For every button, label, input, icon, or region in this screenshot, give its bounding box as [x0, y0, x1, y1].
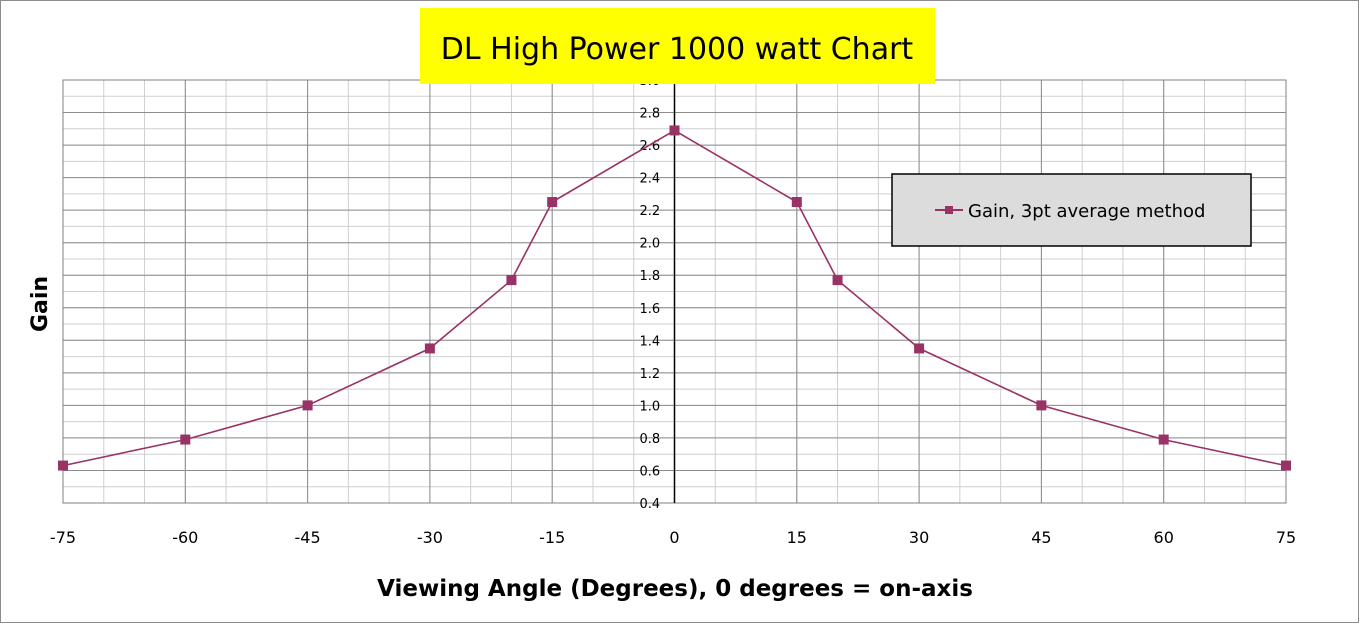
data-point-marker — [914, 343, 925, 354]
x-axis-label: Viewing Angle (Degrees), 0 degrees = on-… — [377, 576, 973, 602]
x-tick-label: -15 — [539, 528, 565, 547]
x-tick-label: 60 — [1154, 528, 1174, 547]
x-tick-label: -45 — [295, 528, 321, 547]
y-tick-label: 0.8 — [640, 432, 661, 447]
data-point-marker — [424, 343, 435, 354]
series-layer — [58, 125, 1291, 471]
x-tick-label: 0 — [669, 528, 679, 547]
y-tick-label: 0.4 — [640, 497, 661, 512]
y-tick-label: 1.8 — [640, 269, 661, 284]
y-tick-label: 2.0 — [640, 237, 661, 252]
legend: Gain, 3pt average method — [891, 173, 1252, 247]
x-tick-label: 30 — [909, 528, 929, 547]
chart-title-background — [420, 8, 935, 84]
y-tick-label: 2.2 — [640, 204, 661, 219]
x-axis-tick-labels: -75 -60 -45 -30 -15 0 15 30 45 60 75 — [50, 528, 1296, 547]
legend-label: Gain, 3pt average method — [968, 201, 1205, 222]
data-point-marker — [58, 460, 68, 471]
x-tick-label: -30 — [417, 528, 443, 547]
data-point-marker — [669, 125, 680, 136]
x-tick-label: 45 — [1031, 528, 1051, 547]
data-point-marker — [180, 434, 191, 445]
legend-marker-swatch — [945, 206, 953, 214]
y-axis-tick-labels: 0.40.60.81.01.21.41.61.82.02.22.42.62.83… — [640, 74, 661, 512]
y-axis-label: Gain — [28, 276, 53, 332]
data-point-marker — [1036, 400, 1047, 411]
x-tick-label: 15 — [787, 528, 807, 547]
data-point-marker — [302, 400, 313, 411]
y-tick-label: 2.4 — [640, 172, 661, 187]
data-point-marker — [506, 275, 517, 286]
y-tick-label: 1.0 — [640, 399, 661, 414]
y-tick-label: 0.6 — [640, 464, 661, 479]
x-tick-label: -60 — [172, 528, 198, 547]
y-tick-label: 2.8 — [640, 107, 661, 122]
y-tick-label: 1.6 — [640, 302, 661, 317]
data-point-marker — [1158, 434, 1169, 445]
y-tick-label: 1.2 — [640, 367, 661, 382]
y-tick-label: 2.6 — [640, 139, 661, 154]
data-point-marker — [791, 197, 802, 208]
data-point-marker — [1281, 460, 1291, 471]
chart-title-text: DL High Power 1000 watt Chart — [441, 32, 914, 67]
data-point-marker — [832, 275, 843, 286]
x-tick-label: 75 — [1276, 528, 1296, 547]
y-tick-label: 1.4 — [640, 334, 661, 349]
x-tick-label: -75 — [50, 528, 76, 547]
chart-title: DL High Power 1000 watt Chart — [420, 8, 935, 84]
data-point-marker — [547, 197, 558, 208]
